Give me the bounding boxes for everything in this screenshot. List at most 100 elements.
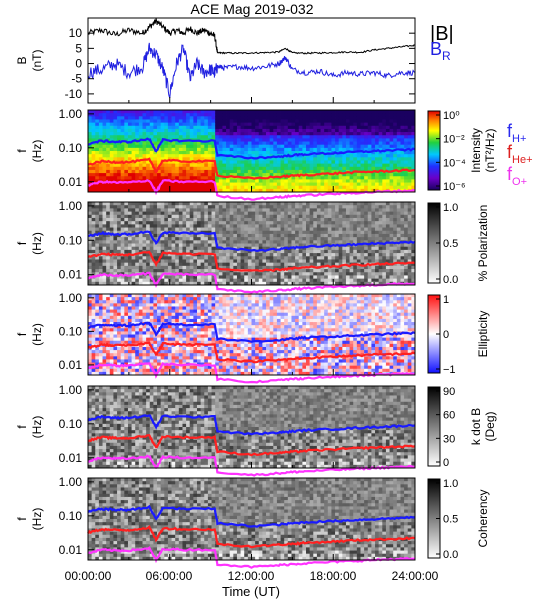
spectrogram-cell [306,233,311,238]
spectrogram-cell [276,116,281,120]
spectrogram-cell [378,119,383,124]
spectrogram-cell [393,269,398,273]
spectrogram-cell [342,169,347,174]
spectrogram-cell [291,211,296,216]
spectrogram-cell [182,262,187,267]
spectrogram-cell [320,246,325,251]
spectrogram-cell [189,116,194,120]
spectrogram-cell [120,179,125,183]
spectrogram-cell [364,110,369,114]
spectrogram-cell [335,208,340,212]
spectrogram-cell [189,224,194,228]
spectrogram-cell [327,259,332,264]
spectrogram-cell [306,269,311,273]
spectrogram-cell [276,110,281,114]
spectrogram-cell [284,272,289,276]
spectrogram-cell [276,179,281,183]
spectrogram-cell [171,125,176,130]
spectrogram-cell [135,278,140,283]
spectrogram-cell [117,325,122,329]
spectrogram-cell [95,157,100,161]
spectrogram-cell [222,135,227,139]
spectrogram-cell [360,208,365,212]
spectrogram-cell [251,249,256,254]
spectrogram-cell [135,132,140,136]
spectrogram-cell [106,334,111,339]
spectrogram-cell [106,259,111,264]
spectrogram-cell [396,256,401,260]
spectrogram-cell [393,249,398,254]
spectrogram-cell [109,227,114,232]
spectrogram-cell [229,119,234,124]
spectrogram-cell [127,128,132,133]
spectrogram-cell [298,272,303,276]
spectrogram-cell [258,259,263,264]
spectrogram-cell [146,205,151,209]
spectrogram-cell [389,116,394,120]
spectrogram-cell [306,246,311,251]
spectrogram-cell [226,205,231,209]
spectrogram-cell [222,221,227,225]
spectrogram-cell [197,169,202,174]
spectrogram-cell [157,221,162,225]
spectrogram-cell [269,166,274,171]
spectrogram-cell [262,110,267,114]
spectrogram-cell [109,141,114,146]
spectrogram-cell [324,233,329,238]
spectrogram-cell [182,208,187,212]
spectrogram-cell [273,128,278,133]
spectrogram-cell [88,237,93,241]
spectrogram-cell [88,306,93,310]
spectrogram-cell [207,116,212,120]
spectrogram-cell [335,176,340,180]
spectrogram-cell [266,116,271,120]
spectrogram-cell [95,240,100,244]
spectrogram-cell [186,125,191,130]
spectrogram-cell [345,119,350,124]
spectrogram-cell [171,281,176,286]
spectrogram-cell [164,166,169,171]
spectrogram-cell [233,182,238,187]
spectrogram-cell [153,113,158,117]
spectrogram-cell [371,230,376,235]
spectrogram-cell [251,141,256,146]
spectrogram-cell [349,256,354,260]
spectrogram-cell [316,233,321,238]
spectrogram-cell [164,176,169,180]
spectrogram-cell [287,147,292,152]
spectrogram-cell [200,281,205,286]
spectrogram-cell [175,237,180,241]
spectrogram-cell [189,141,194,146]
spectrogram-cell [375,243,380,248]
spectrogram-cell [207,243,212,248]
spectrogram-cell [266,154,271,158]
spectrogram-cell [393,214,398,219]
spectrogram-cell [197,166,202,171]
spectrogram-cell [236,259,241,264]
spectrogram-cell [153,249,158,254]
spectrogram-cell [236,132,241,136]
spectrogram-cell [320,185,325,190]
spectrogram-cell [98,116,103,120]
spectrogram-cell [298,230,303,235]
spectrogram-cell [91,135,96,139]
spectrogram-cell [182,259,187,264]
spectrogram-cell [411,217,416,222]
spectrogram-cell [313,122,318,127]
spectrogram-cell [153,227,158,232]
spectrogram-cell [98,211,103,216]
spectrogram-cell [345,272,350,276]
spectrogram-cell [404,205,409,209]
spectrogram-cell [127,135,132,139]
spectrogram-cell [407,119,412,124]
spectrogram-cell [138,281,143,286]
spectrogram-cell [171,154,176,158]
spectrogram-cell [175,122,180,127]
spectrogram-cell [382,275,387,280]
spectrogram-cell [109,365,114,370]
spectrogram-cell [193,265,198,270]
spectrogram-cell [400,230,405,235]
spectrogram-cell [360,122,365,127]
spectrogram-cell [291,113,296,117]
spectrogram-cell [91,297,96,301]
